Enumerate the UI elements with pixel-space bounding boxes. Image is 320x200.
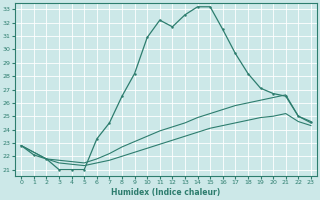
X-axis label: Humidex (Indice chaleur): Humidex (Indice chaleur) <box>111 188 221 197</box>
